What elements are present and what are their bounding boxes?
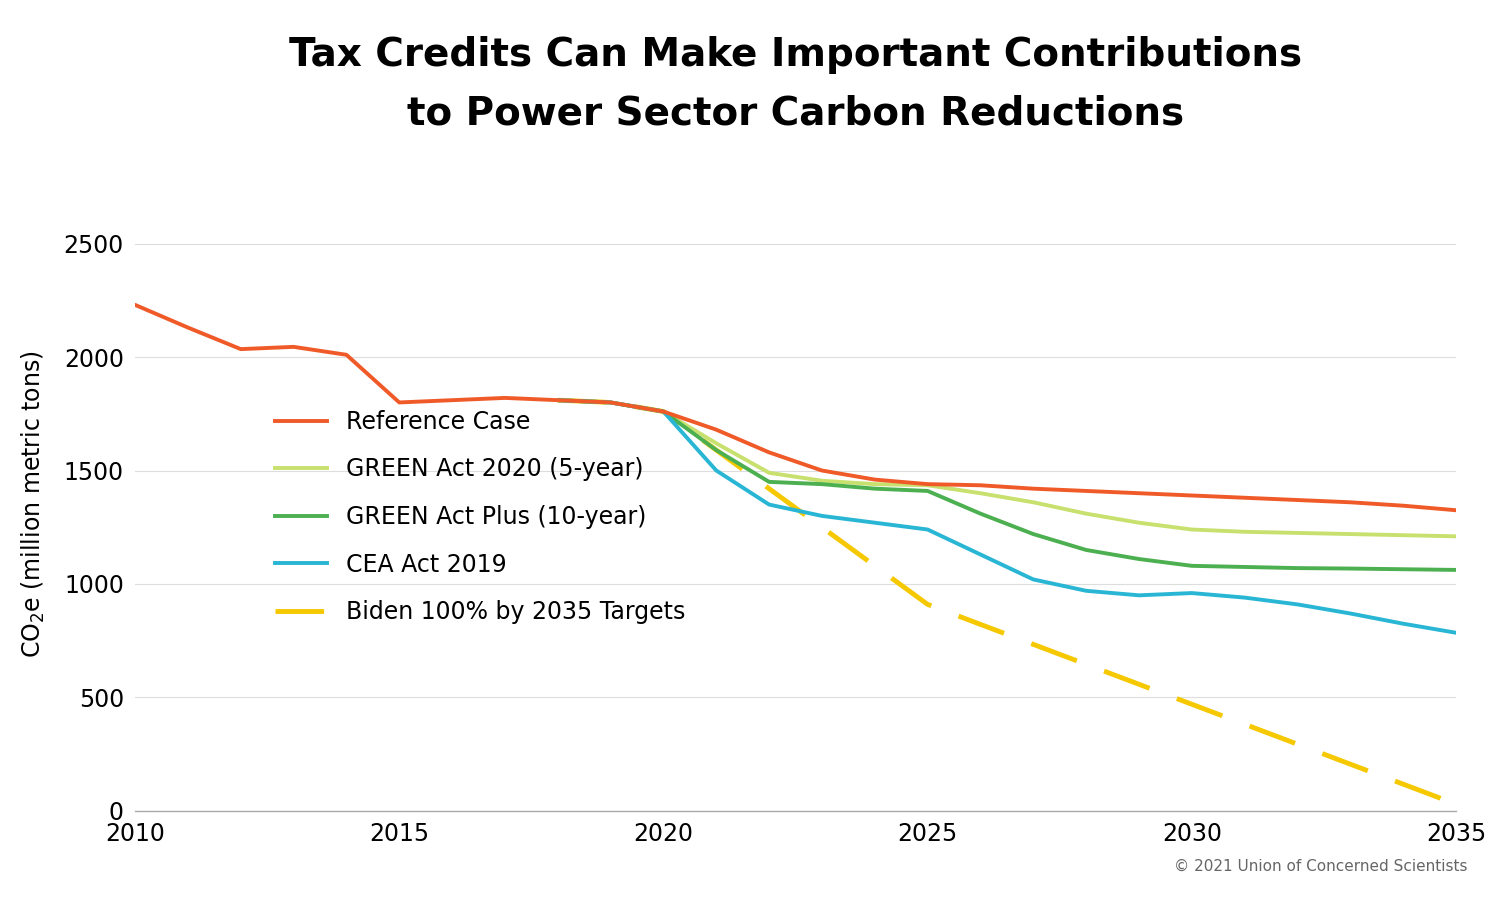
Reference Case [707,424,725,435]
CEA Act 2019 [1394,618,1412,629]
Biden 100% by 2035 Targets [919,599,937,610]
Reference Case [602,397,620,408]
GREEN Act Plus (10-year) [1024,529,1042,540]
Reference Case [231,343,249,354]
Biden 100% by 2035 Targets [814,522,832,532]
Reference Case [1235,492,1253,503]
GREEN Act Plus (10-year) [1183,560,1201,571]
GREEN Act 2020 (5-year) [971,487,989,498]
Biden 100% by 2035 Targets [707,445,725,456]
Line: GREEN Act 2020 (5-year): GREEN Act 2020 (5-year) [558,400,1456,536]
GREEN Act 2020 (5-year) [1235,526,1253,537]
GREEN Act 2020 (5-year) [1447,531,1465,542]
GREEN Act 2020 (5-year) [814,476,832,487]
GREEN Act 2020 (5-year) [1342,529,1360,540]
GREEN Act Plus (10-year) [866,483,884,494]
Text: to Power Sector Carbon Reductions: to Power Sector Carbon Reductions [407,95,1184,132]
Reference Case [919,478,937,489]
GREEN Act Plus (10-year) [919,486,937,496]
Biden 100% by 2035 Targets [549,395,567,405]
GREEN Act Plus (10-year) [654,406,672,417]
GREEN Act Plus (10-year) [760,477,778,487]
GREEN Act 2020 (5-year) [1394,530,1412,541]
GREEN Act 2020 (5-year) [1078,508,1096,519]
Reference Case [866,474,884,485]
GREEN Act 2020 (5-year) [760,468,778,478]
GREEN Act Plus (10-year) [971,508,989,519]
GREEN Act 2020 (5-year) [602,397,620,408]
Reference Case [285,341,303,352]
GREEN Act Plus (10-year) [1235,561,1253,572]
Reference Case [1342,496,1360,507]
GREEN Act Plus (10-year) [707,445,725,456]
CEA Act 2019 [971,549,989,560]
Reference Case [814,465,832,476]
Line: Biden 100% by 2035 Targets: Biden 100% by 2035 Targets [558,400,1456,804]
CEA Act 2019 [549,395,567,405]
CEA Act 2019 [1235,592,1253,603]
CEA Act 2019 [1288,599,1306,610]
GREEN Act Plus (10-year) [602,397,620,408]
Line: Reference Case: Reference Case [135,305,1456,510]
Biden 100% by 2035 Targets [602,397,620,408]
CEA Act 2019 [1024,574,1042,585]
GREEN Act Plus (10-year) [1342,563,1360,574]
Reference Case [1024,483,1042,494]
GREEN Act Plus (10-year) [1078,544,1096,555]
Reference Case [179,323,197,333]
Reference Case [1183,490,1201,501]
CEA Act 2019 [866,517,884,528]
CEA Act 2019 [1447,627,1465,638]
Reference Case [390,397,408,408]
CEA Act 2019 [814,511,832,522]
GREEN Act 2020 (5-year) [866,478,884,489]
GREEN Act Plus (10-year) [1394,564,1412,575]
GREEN Act Plus (10-year) [1288,563,1306,574]
Reference Case [1394,500,1412,511]
GREEN Act 2020 (5-year) [919,480,937,491]
CEA Act 2019 [760,499,778,510]
Reference Case [654,406,672,417]
CEA Act 2019 [1078,586,1096,596]
Biden 100% by 2035 Targets [1447,798,1465,809]
Text: Tax Credits Can Make Important Contributions: Tax Credits Can Make Important Contribut… [290,36,1301,74]
GREEN Act 2020 (5-year) [1024,496,1042,507]
Reference Case [1078,486,1096,496]
Biden 100% by 2035 Targets [654,406,672,417]
Reference Case [126,299,144,310]
Reference Case [495,393,513,404]
CEA Act 2019 [654,406,672,417]
GREEN Act Plus (10-year) [549,395,567,405]
Line: CEA Act 2019: CEA Act 2019 [558,400,1456,633]
GREEN Act 2020 (5-year) [1130,517,1148,528]
CEA Act 2019 [1342,608,1360,619]
Reference Case [1288,495,1306,505]
Reference Case [971,480,989,491]
GREEN Act 2020 (5-year) [1183,524,1201,535]
Legend: Reference Case, GREEN Act 2020 (5-year), GREEN Act Plus (10-year), CEA Act 2019,: Reference Case, GREEN Act 2020 (5-year),… [266,400,695,633]
CEA Act 2019 [707,465,725,476]
CEA Act 2019 [919,524,937,535]
GREEN Act Plus (10-year) [814,478,832,489]
GREEN Act Plus (10-year) [1130,553,1148,564]
Y-axis label: CO$_2$e (million metric tons): CO$_2$e (million metric tons) [20,350,47,659]
Text: © 2021 Union of Concerned Scientists: © 2021 Union of Concerned Scientists [1174,859,1468,874]
GREEN Act Plus (10-year) [1447,565,1465,576]
GREEN Act 2020 (5-year) [1288,527,1306,538]
CEA Act 2019 [1130,590,1148,601]
CEA Act 2019 [1183,587,1201,598]
GREEN Act 2020 (5-year) [549,395,567,405]
Reference Case [549,395,567,405]
Reference Case [760,447,778,458]
CEA Act 2019 [602,397,620,408]
GREEN Act 2020 (5-year) [707,438,725,449]
Line: GREEN Act Plus (10-year): GREEN Act Plus (10-year) [558,400,1456,570]
Reference Case [1130,487,1148,498]
GREEN Act 2020 (5-year) [654,406,672,417]
Reference Case [443,395,461,405]
Reference Case [338,350,356,360]
Biden 100% by 2035 Targets [760,483,778,494]
Biden 100% by 2035 Targets [866,560,884,571]
Reference Case [1447,505,1465,515]
